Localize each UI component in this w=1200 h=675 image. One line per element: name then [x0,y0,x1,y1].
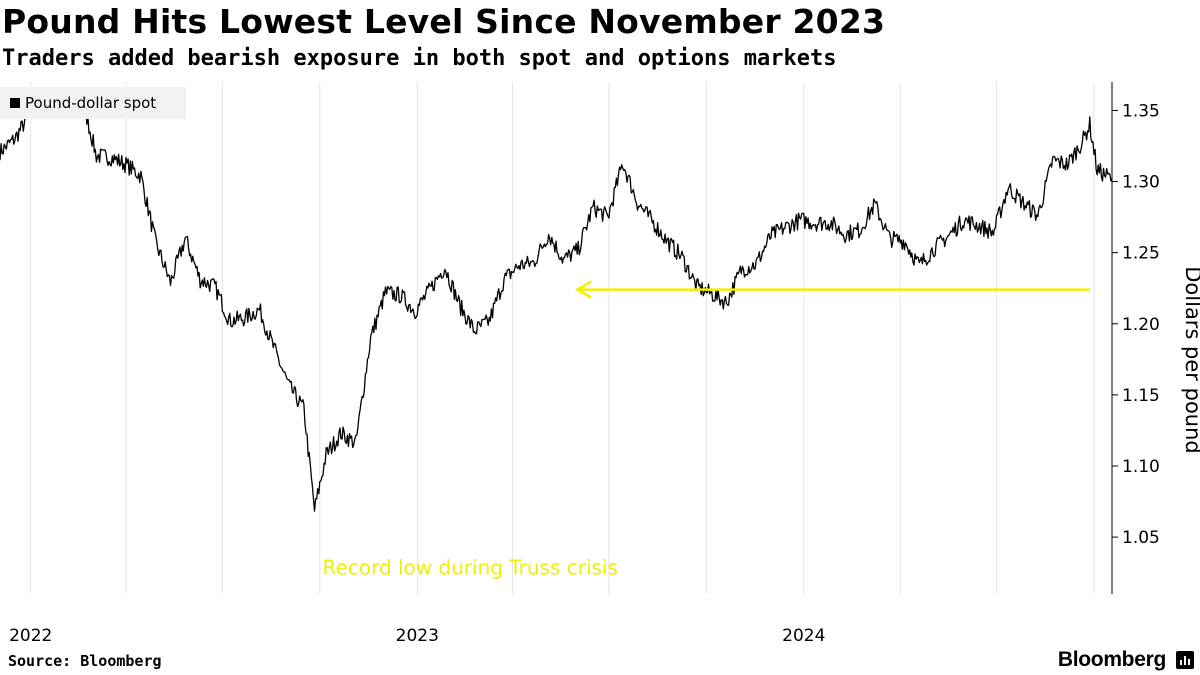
y-tick-label: 1.15 [1122,386,1160,406]
y-tick-label: 1.20 [1122,315,1160,335]
legend-swatch [10,98,20,108]
y-tick-label: 1.35 [1122,101,1160,121]
y-tick-label: 1.05 [1122,528,1160,548]
chart-subtitle: Traders added bearish exposure in both s… [2,46,837,71]
x-tick-label: 2024 [782,626,825,646]
y-tick-label: 1.25 [1122,244,1160,264]
x-tick-label: 2023 [396,626,439,646]
annotation-record-low: Record low during Truss crisis [323,555,618,579]
reference-arrow-head [574,280,592,299]
legend: Pound-dollar spot [0,87,186,119]
bloomberg-terminal-icon [1176,651,1194,669]
x-tick-label: 2022 [9,626,52,646]
series-line-pound-dollar [0,88,1113,512]
y-tick-label: 1.30 [1122,173,1160,193]
y-tick-label: 1.10 [1122,457,1160,477]
brand-logo-text: Bloomberg [1057,648,1166,671]
y-axis-title: Dollars per pound [1181,266,1200,454]
chart-title: Pound Hits Lowest Level Since November 2… [2,2,886,41]
source-note: Source: Bloomberg [8,652,162,670]
legend-label: Pound-dollar spot [25,94,157,112]
